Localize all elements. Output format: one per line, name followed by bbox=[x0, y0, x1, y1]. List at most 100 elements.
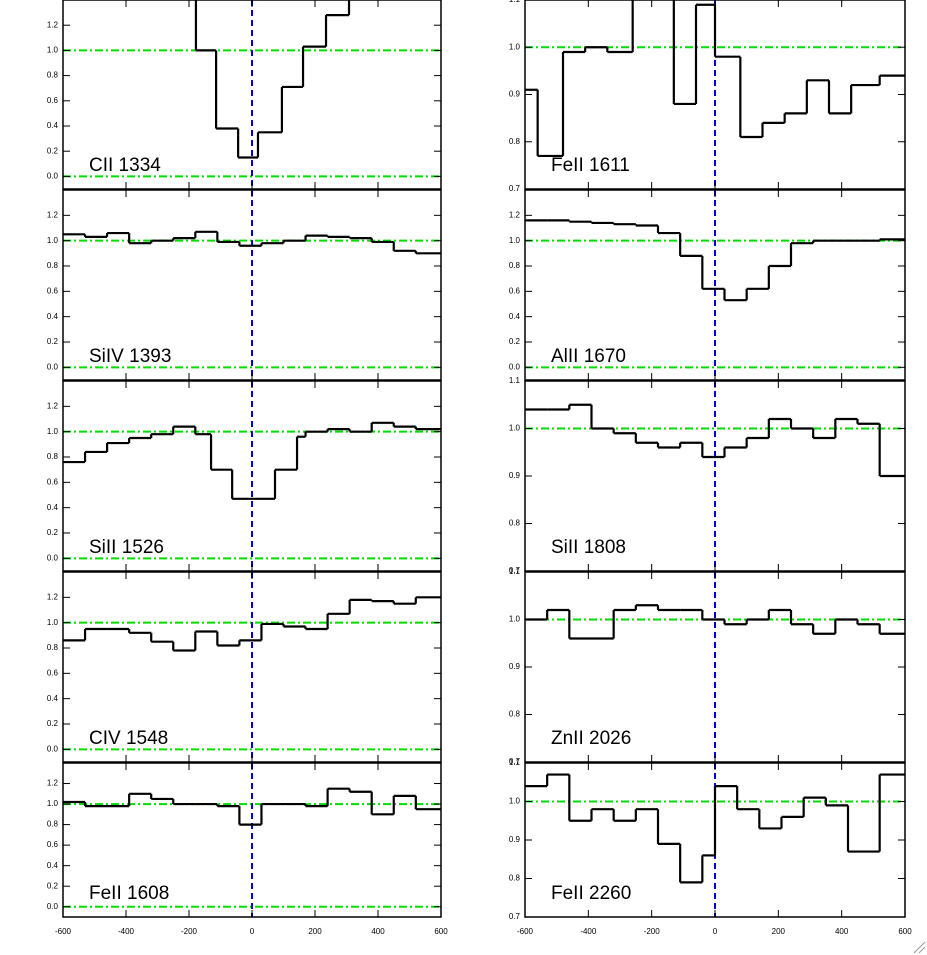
grip-line bbox=[918, 946, 926, 954]
y-tick-label: 1.1 bbox=[509, 758, 521, 767]
x-tick-label: -600 bbox=[517, 927, 534, 936]
resize-grip bbox=[913, 941, 926, 954]
line-label: SiII 1808 bbox=[551, 537, 626, 558]
x-tick-label: 0 bbox=[713, 927, 718, 936]
y-tick-label: 1.2 bbox=[47, 592, 59, 601]
plot-area bbox=[525, 572, 905, 762]
x-tick-label: 0 bbox=[250, 927, 255, 936]
x-tick-label: 400 bbox=[371, 927, 385, 936]
x-tick-label: 600 bbox=[434, 927, 448, 936]
y-tick-label: 0.9 bbox=[509, 662, 521, 671]
y-tick-label: 0.7 bbox=[509, 566, 521, 575]
y-tick-label: 1.0 bbox=[509, 42, 521, 51]
y-tick-label: 1.0 bbox=[47, 236, 59, 245]
panel: 0.0 0.2 0.4 0.6 0.8 1.0 1.2 AlII 1670 bbox=[509, 189, 906, 381]
y-tick-label: 0.9 bbox=[509, 835, 521, 844]
y-tick-label: 0.2 bbox=[47, 146, 59, 155]
y-tick-label: 1.0 bbox=[509, 424, 521, 433]
y-tick-label: 0.2 bbox=[509, 337, 521, 346]
line-label: CII 1334 bbox=[89, 155, 161, 176]
y-tick-label: 1.1 bbox=[509, 567, 521, 576]
y-tick-label: 0.8 bbox=[47, 71, 59, 80]
y-tick-label: 0.4 bbox=[509, 312, 521, 321]
y-tick-label: 1.0 bbox=[47, 427, 59, 436]
y-tick-label: 0.6 bbox=[47, 477, 59, 486]
y-tick-label: 0.4 bbox=[47, 121, 59, 130]
y-tick-label: 0.2 bbox=[47, 337, 59, 346]
y-tick-label: 0.4 bbox=[47, 312, 59, 321]
y-tick-label: 0.8 bbox=[509, 874, 521, 883]
plot-area bbox=[525, 763, 905, 917]
x-tick-label: 200 bbox=[308, 927, 322, 936]
y-tick-label: 1.0 bbox=[509, 615, 521, 624]
y-tick-label: 0.6 bbox=[47, 840, 59, 849]
grip-line bbox=[913, 941, 926, 954]
panel: 0.7 0.8 0.9 1.0 1.1 ZnII 2026 bbox=[509, 567, 906, 766]
y-tick-label: 0.4 bbox=[47, 861, 59, 870]
y-tick-label: 0.8 bbox=[509, 137, 521, 146]
y-tick-label: 0.0 bbox=[509, 362, 521, 371]
y-tick-label: 1.0 bbox=[47, 618, 59, 627]
y-tick-label: 0.4 bbox=[47, 694, 59, 703]
line-label: FeII 1608 bbox=[89, 883, 169, 904]
line-label: FeII 1611 bbox=[551, 155, 630, 176]
x-tick-label: -400 bbox=[580, 927, 597, 936]
panel: 0.7 0.8 0.9 1.0 1.1 -600 -400 -200 0 200 400 600 FeI… bbox=[509, 758, 912, 936]
x-tick-label: -400 bbox=[118, 927, 135, 936]
y-tick-label: 0.8 bbox=[509, 519, 521, 528]
panel: 0.7 0.8 0.9 1.0 1.1 FeII 1611 bbox=[509, 0, 906, 193]
y-tick-label: 1.0 bbox=[47, 46, 59, 55]
plot-area bbox=[63, 0, 441, 189]
panel: 0.0 0.2 0.4 0.6 0.8 1.0 1.2 CIV 1548 bbox=[47, 571, 442, 763]
x-tick-label: 600 bbox=[898, 927, 912, 936]
y-tick-label: 0.6 bbox=[47, 96, 59, 105]
y-tick-label: 1.2 bbox=[509, 210, 521, 219]
x-tick-label: -600 bbox=[55, 927, 72, 936]
plot-area bbox=[63, 572, 441, 762]
y-tick-label: 1.0 bbox=[509, 236, 521, 245]
y-tick-label: 0.8 bbox=[509, 710, 521, 719]
line-label: SiII 1526 bbox=[89, 537, 164, 558]
y-tick-label: 0.0 bbox=[47, 553, 59, 562]
y-tick-label: 0.0 bbox=[47, 362, 59, 371]
plot-area bbox=[63, 190, 441, 380]
y-tick-label: 1.2 bbox=[47, 401, 59, 410]
x-tick-label: -200 bbox=[644, 927, 661, 936]
y-tick-label: 1.0 bbox=[509, 797, 521, 806]
y-tick-label: 0.2 bbox=[47, 528, 59, 537]
x-tick-label: 200 bbox=[772, 927, 786, 936]
y-tick-label: 0.4 bbox=[47, 503, 59, 512]
y-tick-label: 1.2 bbox=[47, 210, 59, 219]
y-tick-label: 0.2 bbox=[47, 719, 59, 728]
plot-area bbox=[525, 381, 905, 571]
y-tick-label: 0.6 bbox=[47, 668, 59, 677]
plot-area bbox=[63, 381, 441, 571]
panel: 0.0 0.2 0.4 0.6 0.8 1.0 1.2 SiII 1526 bbox=[47, 380, 442, 572]
y-tick-label: 1.2 bbox=[47, 20, 59, 29]
panel: 0.0 0.2 0.4 0.6 0.8 1.0 1.2 SiIV 1393 bbox=[47, 189, 442, 381]
line-label: SiIV 1393 bbox=[89, 346, 171, 367]
y-tick-label: 0.8 bbox=[47, 820, 59, 829]
line-label: AlII 1670 bbox=[551, 346, 626, 367]
y-tick-label: 1.2 bbox=[47, 779, 59, 788]
y-tick-label: 0.8 bbox=[47, 452, 59, 461]
y-tick-label: 0.0 bbox=[47, 172, 59, 181]
y-tick-label: 1.0 bbox=[47, 799, 59, 808]
y-tick-label: 0.6 bbox=[509, 286, 521, 295]
y-tick-label: 0.9 bbox=[509, 90, 521, 99]
plot-area bbox=[63, 763, 441, 917]
y-tick-label: 1.1 bbox=[509, 0, 521, 4]
y-tick-label: 0.8 bbox=[47, 643, 59, 652]
y-tick-label: 0.0 bbox=[47, 744, 59, 753]
y-tick-label: 0.8 bbox=[47, 261, 59, 270]
x-tick-label: 400 bbox=[835, 927, 849, 936]
y-tick-label: 0.7 bbox=[509, 912, 521, 921]
plot-area bbox=[525, 190, 905, 380]
y-tick-label: 0.6 bbox=[47, 286, 59, 295]
y-tick-label: 0.8 bbox=[509, 261, 521, 270]
panel: 0.7 0.8 0.9 1.0 1.1 SiII 1808 bbox=[509, 376, 906, 575]
y-tick-label: 0.2 bbox=[47, 881, 59, 890]
line-label: ZnII 2026 bbox=[551, 728, 631, 749]
